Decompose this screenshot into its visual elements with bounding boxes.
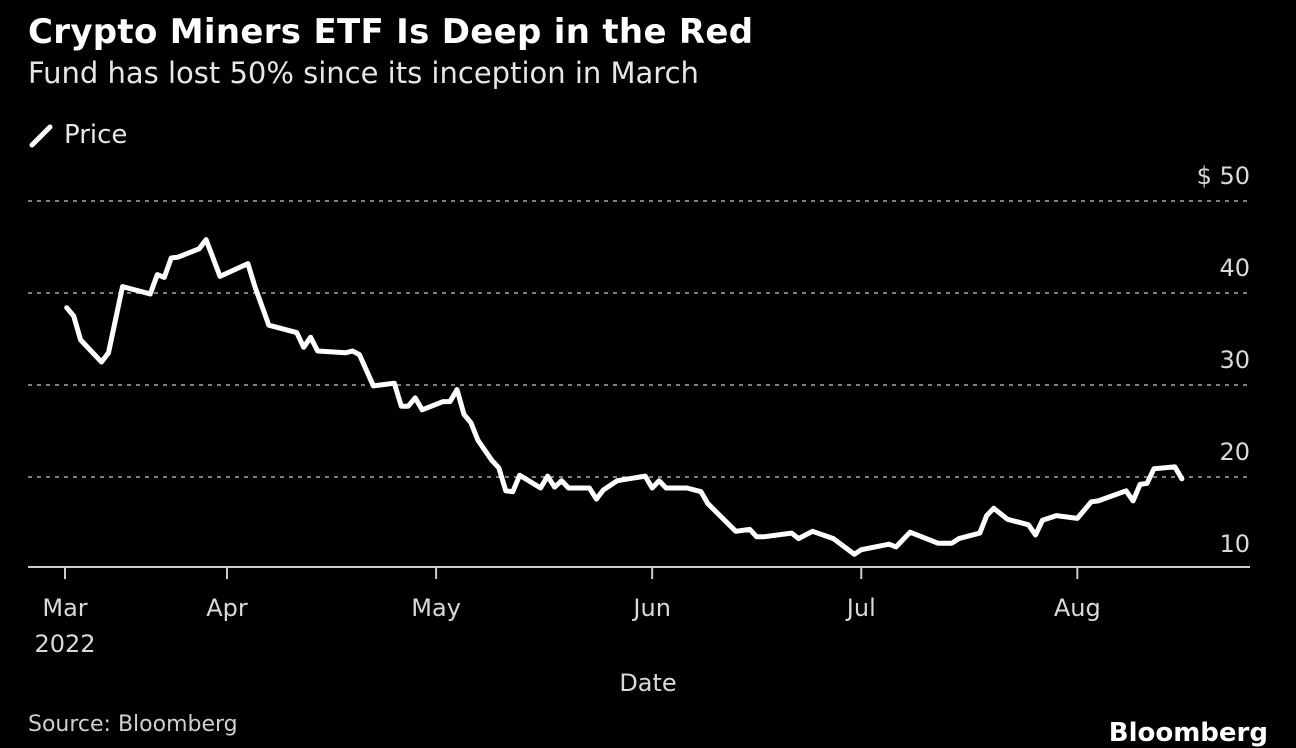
source-note: Source: Bloomberg xyxy=(28,712,238,737)
y-tick-label: 20 xyxy=(1219,438,1250,466)
bloomberg-logo: Bloomberg xyxy=(1109,718,1268,748)
x-tick-label: Mar xyxy=(42,594,87,622)
x-tick-label: May xyxy=(411,594,461,622)
series-line-price xyxy=(67,240,1182,555)
x-axis-title: Date xyxy=(619,669,676,697)
x-tick-sublabel: 2022 xyxy=(34,630,95,658)
x-tick-label: Aug xyxy=(1054,594,1101,622)
x-tick-label: Jul xyxy=(845,594,876,622)
y-tick-label: 30 xyxy=(1219,346,1250,374)
x-tick-label: Apr xyxy=(206,594,248,622)
y-tick-label: $ 50 xyxy=(1197,162,1250,190)
y-tick-label: 40 xyxy=(1219,254,1250,282)
y-tick-label: 10 xyxy=(1219,530,1250,558)
x-tick-label: Jun xyxy=(631,594,671,622)
